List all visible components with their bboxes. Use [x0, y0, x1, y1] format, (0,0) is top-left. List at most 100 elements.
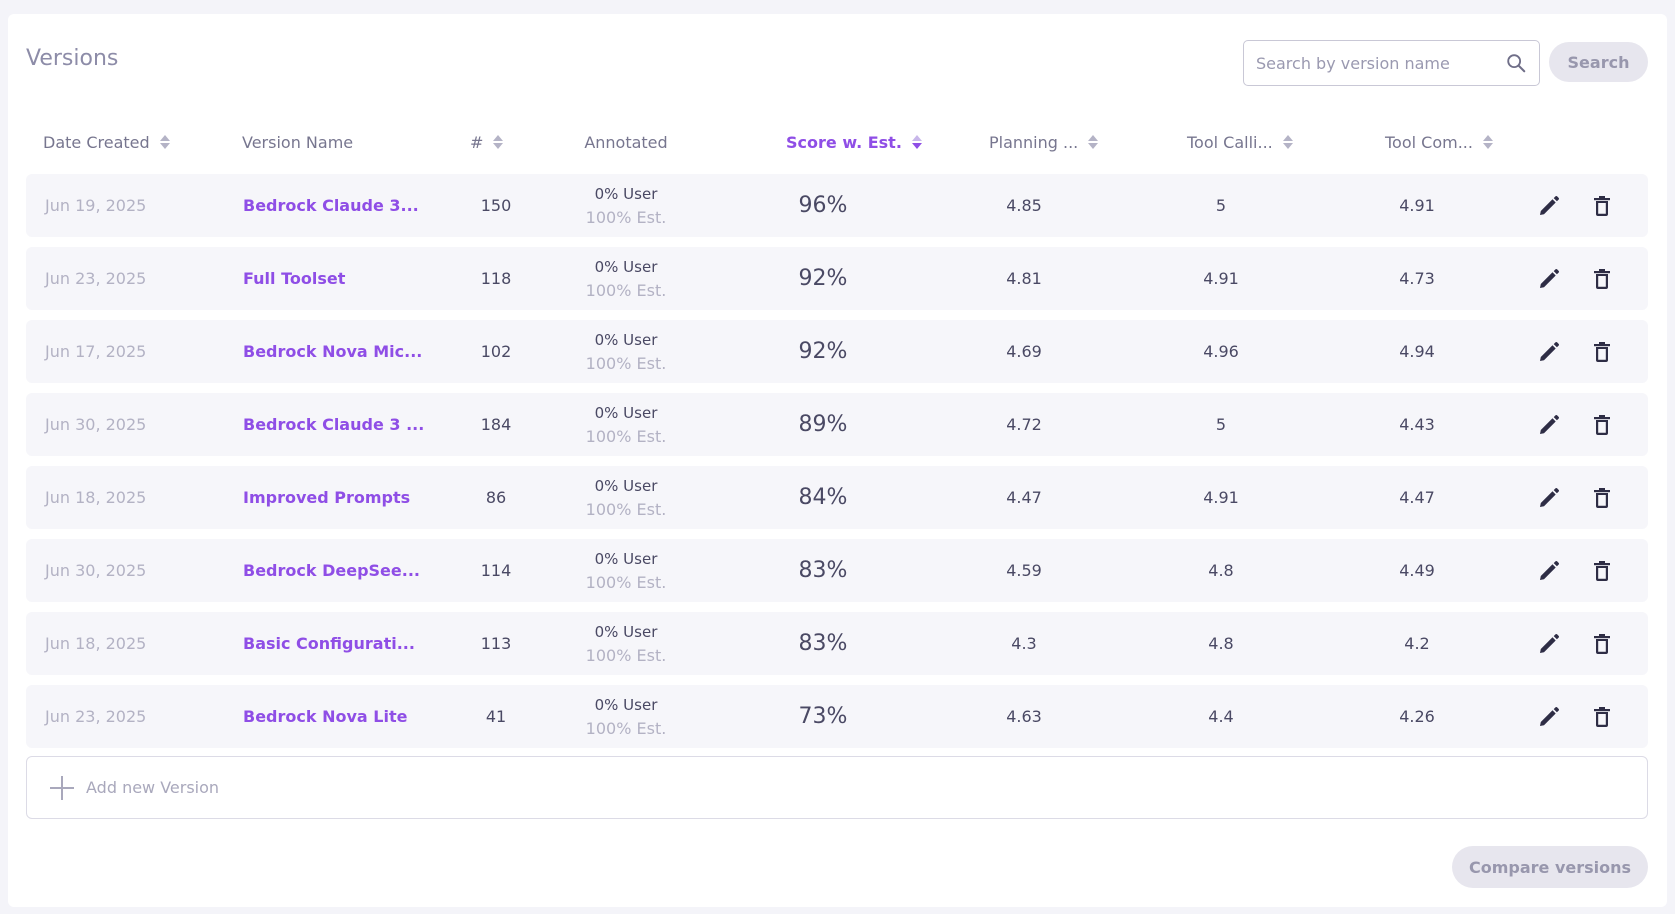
version-name-link[interactable]: Basic Configurati...: [243, 634, 415, 653]
date-created-cell: Jun 18, 2025: [45, 488, 147, 507]
trash-icon[interactable]: [1590, 632, 1614, 656]
pencil-icon[interactable]: [1537, 632, 1561, 656]
tool-calling-cell: 4.96: [1203, 342, 1239, 361]
column-header-tool-completion[interactable]: Tool Com...: [1385, 128, 1493, 156]
table-row[interactable]: Jun 23, 2025 Bedrock Nova Lite 41 0% Use…: [26, 685, 1648, 748]
pencil-icon[interactable]: [1537, 486, 1561, 510]
column-header-label: Planning ...: [989, 132, 1079, 152]
score-cell: 83%: [798, 631, 848, 656]
annotated-cell: 0% User 100% Est.: [546, 247, 706, 310]
pencil-icon[interactable]: [1537, 413, 1561, 437]
pencil-icon[interactable]: [1537, 194, 1561, 218]
annotated-cell: 0% User 100% Est.: [546, 393, 706, 456]
table-header: Date Created Version Name # Annotated Sc…: [26, 128, 1648, 156]
sort-icon[interactable]: [1282, 134, 1293, 150]
sort-icon[interactable]: [1088, 134, 1099, 150]
trash-icon[interactable]: [1590, 194, 1614, 218]
column-header-tool-calling[interactable]: Tool Calli...: [1187, 128, 1293, 156]
tool-calling-cell: 4.8: [1208, 634, 1234, 653]
date-created-cell: Jun 30, 2025: [45, 561, 147, 580]
trash-icon[interactable]: [1590, 486, 1614, 510]
column-header-planning[interactable]: Planning ...: [989, 128, 1099, 156]
annotated-user: 0% User: [594, 257, 658, 276]
trash-icon[interactable]: [1590, 340, 1614, 364]
annotated-user: 0% User: [594, 549, 658, 568]
version-name-link[interactable]: Bedrock Nova Lite: [243, 707, 408, 726]
planning-cell: 4.72: [1006, 415, 1042, 434]
search-input[interactable]: [1256, 41, 1496, 85]
trash-icon[interactable]: [1590, 413, 1614, 437]
tool-completion-cell: 4.94: [1399, 342, 1435, 361]
planning-cell: 4.47: [1006, 488, 1042, 507]
add-new-version-label: Add new Version: [86, 778, 220, 797]
version-name-link[interactable]: Bedrock Nova Mic...: [243, 342, 423, 361]
annotated-est: 100% Est.: [585, 353, 667, 373]
column-header-date-created[interactable]: Date Created: [43, 128, 170, 156]
count-cell: 184: [480, 415, 512, 434]
annotated-user: 0% User: [594, 184, 658, 203]
table-row[interactable]: Jun 19, 2025 Bedrock Claude 3... 150 0% …: [26, 174, 1648, 237]
compare-versions-button[interactable]: Compare versions: [1452, 846, 1648, 888]
trash-icon[interactable]: [1590, 267, 1614, 291]
add-new-version-row[interactable]: Add new Version: [26, 756, 1648, 819]
search-box[interactable]: [1243, 40, 1540, 86]
pencil-icon[interactable]: [1537, 267, 1561, 291]
table-row[interactable]: Jun 18, 2025 Improved Prompts 86 0% User…: [26, 466, 1648, 529]
annotated-user: 0% User: [594, 403, 658, 422]
trash-icon[interactable]: [1590, 559, 1614, 583]
table-row[interactable]: Jun 30, 2025 Bedrock Claude 3 ... 184 0%…: [26, 393, 1648, 456]
search-icon[interactable]: [1505, 52, 1527, 74]
annotated-cell: 0% User 100% Est.: [546, 685, 706, 748]
column-header-label: #: [470, 132, 484, 152]
version-name-link[interactable]: Bedrock Claude 3...: [243, 196, 419, 215]
column-header-version-name: Version Name: [242, 128, 353, 156]
planning-cell: 4.59: [1006, 561, 1042, 580]
annotated-est: 100% Est.: [585, 280, 667, 300]
pencil-icon[interactable]: [1537, 340, 1561, 364]
column-header-annotated: Annotated: [546, 128, 706, 156]
table-row[interactable]: Jun 18, 2025 Basic Configurati... 113 0%…: [26, 612, 1648, 675]
table-row[interactable]: Jun 17, 2025 Bedrock Nova Mic... 102 0% …: [26, 320, 1648, 383]
planning-cell: 4.3: [1011, 634, 1037, 653]
column-header-label: Annotated: [584, 132, 668, 152]
sort-icon[interactable]: [1482, 134, 1493, 150]
page-title: Versions: [26, 46, 119, 71]
pencil-icon[interactable]: [1537, 705, 1561, 729]
sort-icon[interactable]: [493, 134, 504, 150]
tool-completion-cell: 4.73: [1399, 269, 1435, 288]
annotated-est: 100% Est.: [585, 645, 667, 665]
version-name-link[interactable]: Full Toolset: [243, 269, 346, 288]
annotated-cell: 0% User 100% Est.: [546, 174, 706, 237]
table-row[interactable]: Jun 30, 2025 Bedrock DeepSee... 114 0% U…: [26, 539, 1648, 602]
sort-desc-icon[interactable]: [911, 134, 922, 150]
count-cell: 113: [480, 634, 512, 653]
annotated-est: 100% Est.: [585, 499, 667, 519]
score-cell: 96%: [798, 193, 848, 218]
pencil-icon[interactable]: [1537, 559, 1561, 583]
annotated-cell: 0% User 100% Est.: [546, 539, 706, 602]
version-name-link[interactable]: Improved Prompts: [243, 488, 411, 507]
planning-cell: 4.69: [1006, 342, 1042, 361]
annotated-user: 0% User: [594, 695, 658, 714]
date-created-cell: Jun 23, 2025: [45, 269, 147, 288]
count-cell: 150: [480, 196, 512, 215]
search-button[interactable]: Search: [1549, 42, 1648, 82]
column-header-count[interactable]: #: [470, 128, 504, 156]
version-name-link[interactable]: Bedrock Claude 3 ...: [243, 415, 425, 434]
score-cell: 73%: [798, 704, 848, 729]
table-row[interactable]: Jun 23, 2025 Full Toolset 118 0% User 10…: [26, 247, 1648, 310]
date-created-cell: Jun 30, 2025: [45, 415, 147, 434]
score-cell: 89%: [798, 412, 848, 437]
count-cell: 118: [480, 269, 512, 288]
date-created-cell: Jun 17, 2025: [45, 342, 147, 361]
column-header-label: Tool Com...: [1385, 132, 1473, 152]
sort-icon[interactable]: [159, 134, 170, 150]
annotated-cell: 0% User 100% Est.: [546, 466, 706, 529]
count-cell: 114: [480, 561, 512, 580]
version-name-link[interactable]: Bedrock DeepSee...: [243, 561, 420, 580]
trash-icon[interactable]: [1590, 705, 1614, 729]
tool-completion-cell: 4.43: [1399, 415, 1435, 434]
count-cell: 41: [485, 707, 507, 726]
annotated-est: 100% Est.: [585, 426, 667, 446]
column-header-score[interactable]: Score w. Est.: [786, 128, 922, 156]
